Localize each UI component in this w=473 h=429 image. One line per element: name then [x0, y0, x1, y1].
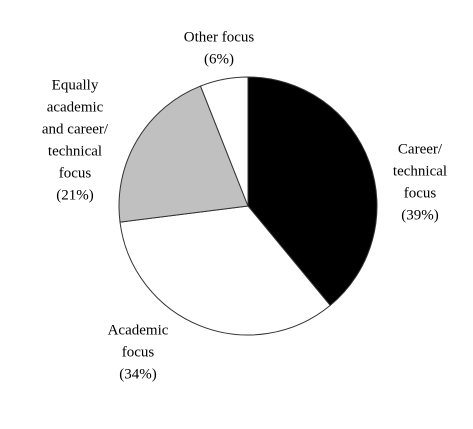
slice-label: focus: [122, 344, 155, 360]
slice-label: Equally: [52, 77, 99, 93]
slice-label: technical: [393, 163, 447, 179]
pie-slice: [119, 205, 331, 336]
value-label: (39%): [401, 207, 439, 223]
slice-label: academic: [47, 99, 104, 115]
slice-label: and career/: [42, 121, 109, 137]
slice-label: Career/: [398, 141, 443, 157]
value-label: (6%): [204, 51, 234, 67]
pie-slice: [247, 76, 378, 307]
slice-label: technical: [48, 143, 102, 159]
slice-label: Other focus: [184, 29, 255, 45]
slice-label: Academic: [108, 322, 169, 338]
value-label: (34%): [119, 366, 157, 382]
value-label: (21%): [56, 187, 94, 203]
slice-label: focus: [59, 165, 92, 181]
slice-label: focus: [404, 185, 437, 201]
pie-slice: [199, 76, 249, 207]
pie-slice: [118, 85, 249, 223]
